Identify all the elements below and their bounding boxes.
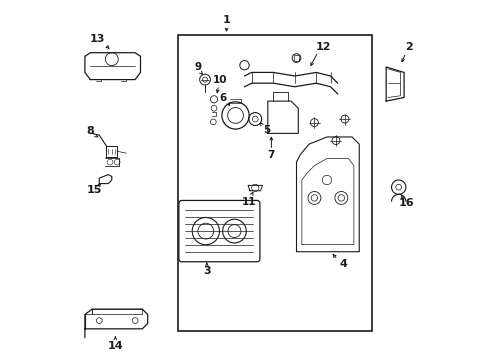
Text: 11: 11 <box>241 197 256 207</box>
Text: 1: 1 <box>222 15 230 26</box>
Text: 16: 16 <box>398 198 414 208</box>
Text: 12: 12 <box>315 42 330 52</box>
Text: 2: 2 <box>405 42 412 52</box>
Text: 13: 13 <box>90 34 105 44</box>
Text: 4: 4 <box>339 259 346 269</box>
Text: 7: 7 <box>267 150 275 160</box>
Text: 15: 15 <box>87 185 102 195</box>
Bar <box>178 35 371 330</box>
Text: 10: 10 <box>212 75 227 85</box>
Text: 3: 3 <box>203 266 210 276</box>
Text: 9: 9 <box>194 62 201 72</box>
Text: 5: 5 <box>263 125 270 135</box>
Bar <box>293 55 299 61</box>
Text: 6: 6 <box>219 93 226 103</box>
Text: 8: 8 <box>86 126 94 136</box>
Text: 14: 14 <box>107 341 123 351</box>
